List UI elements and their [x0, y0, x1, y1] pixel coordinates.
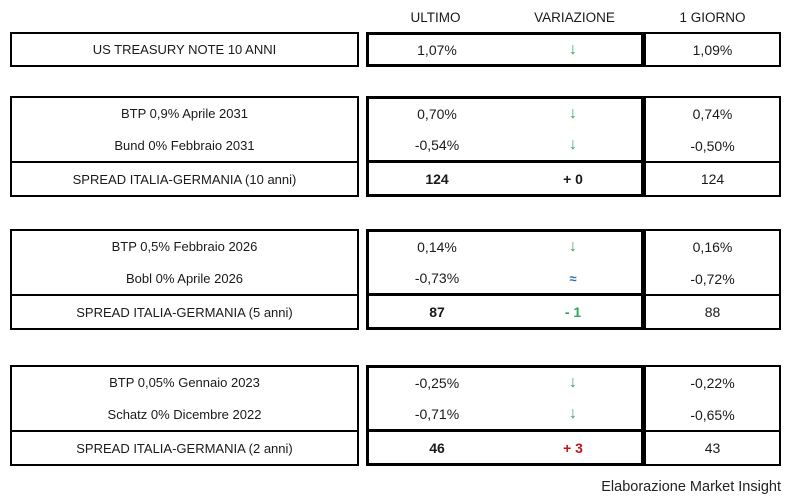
- variazione-cell: ↓: [505, 35, 641, 64]
- giorno-value: 1,09%: [692, 41, 733, 58]
- table-row: -0,73% ≈: [369, 263, 641, 294]
- ultimo-variazione-column: 1,07% ↓: [366, 32, 644, 67]
- approx-equal-icon: ≈: [569, 270, 577, 286]
- bond-label: BTP 0,9% Aprile 2031: [121, 106, 248, 122]
- spread-label: SPREAD ITALIA-GERMANIA (5 anni): [12, 294, 357, 328]
- variazione-cell: + 3: [505, 432, 641, 463]
- spread-ultimo-value: 46: [429, 439, 445, 456]
- variazione-cell: - 1: [505, 296, 641, 327]
- spread-change: + 0: [563, 170, 583, 187]
- labels-column: US TREASURY NOTE 10 ANNI: [10, 32, 359, 67]
- bond-label: Bobl 0% Aprile 2026: [125, 271, 244, 286]
- column-gap: [359, 32, 366, 67]
- table-row: 0,70% ↓: [369, 99, 641, 130]
- spread-giorno-value: 43: [646, 430, 779, 464]
- giorno-value: 0,74%: [692, 105, 733, 122]
- spread-label: SPREAD ITALIA-GERMANIA (10 anni): [12, 161, 357, 195]
- attribution-text: Elaborazione Market Insight: [601, 479, 781, 495]
- giorno-column: 0,16% -0,72% 88: [644, 229, 781, 330]
- ultimo-value: -0,71%: [414, 406, 460, 422]
- table-row: -0,71% ↓: [369, 399, 641, 430]
- down-arrow-icon: ↓: [569, 238, 577, 256]
- giorno-column: 1,09%: [644, 32, 781, 67]
- down-arrow-icon: ↓: [569, 405, 577, 422]
- btp-bobl-5y-block: BTP 0,5% Febbraio 2026 Bobl 0% Aprile 20…: [10, 229, 781, 330]
- spread-row: 124 + 0: [369, 160, 641, 194]
- spread-row: 87 - 1: [369, 293, 641, 327]
- giorno-column: 0,74% -0,50% 124: [644, 96, 781, 197]
- spread-giorno-value: 88: [646, 294, 779, 328]
- bond-label: Schatz 0% Dicembre 2022: [107, 407, 262, 422]
- giorno-value: -0,22%: [690, 374, 735, 391]
- variazione-cell: ↓: [505, 399, 641, 430]
- bond-label: US TREASURY NOTE 10 ANNI: [92, 42, 277, 57]
- header-variazione: VARIAZIONE: [534, 10, 615, 25]
- table-row: -0,54% ↓: [369, 130, 641, 161]
- bond-label: BTP 0,5% Febbraio 2026: [111, 239, 258, 255]
- ultimo-variazione-column: 0,70% ↓ -0,54% ↓ 124 + 0: [366, 96, 644, 197]
- down-arrow-icon: ↓: [569, 374, 577, 392]
- bond-label: BTP 0,05% Gennaio 2023: [109, 375, 260, 391]
- column-headers: ULTIMO VARIAZIONE 1 GIORNO: [10, 6, 781, 28]
- labels-column: BTP 0,9% Aprile 2031 Bund 0% Febbraio 20…: [10, 96, 359, 197]
- bond-label: Bund 0% Febbraio 2031: [114, 138, 255, 153]
- table-row: 1,07% ↓: [369, 35, 641, 64]
- column-gap: [359, 96, 366, 197]
- ultimo-variazione-column: -0,25% ↓ -0,71% ↓ 46 + 3: [366, 365, 644, 466]
- variazione-cell: ≈: [505, 263, 641, 294]
- spread-row: 46 + 3: [369, 429, 641, 463]
- spread-label: SPREAD ITALIA-GERMANIA (2 anni): [12, 430, 357, 464]
- us-treasury-block: US TREASURY NOTE 10 ANNI 1,07% ↓ 1,09%: [10, 32, 781, 67]
- ultimo-value: -0,25%: [414, 375, 460, 392]
- column-gap: [359, 365, 366, 466]
- ultimo-value: 1,07%: [417, 41, 457, 58]
- ultimo-value: -0,73%: [414, 270, 460, 286]
- table-row: -0,25% ↓: [369, 368, 641, 399]
- variazione-cell: + 0: [505, 163, 641, 194]
- spread-giorno-value: 124: [646, 161, 779, 195]
- giorno-value: -0,65%: [690, 406, 735, 423]
- variazione-cell: ↓: [505, 130, 641, 161]
- giorno-value: -0,72%: [690, 270, 735, 287]
- giorno-value: 0,16%: [692, 238, 733, 255]
- ultimo-value: 0,70%: [417, 106, 457, 123]
- btp-bund-10y-block: BTP 0,9% Aprile 2031 Bund 0% Febbraio 20…: [10, 96, 781, 197]
- btp-schatz-2y-block: BTP 0,05% Gennaio 2023 Schatz 0% Dicembr…: [10, 365, 781, 466]
- ultimo-variazione-column: 0,14% ↓ -0,73% ≈ 87 - 1: [366, 229, 644, 330]
- variazione-cell: ↓: [505, 368, 641, 399]
- spread-change: + 3: [563, 439, 583, 456]
- labels-column: BTP 0,5% Febbraio 2026 Bobl 0% Aprile 20…: [10, 229, 359, 330]
- ultimo-value: 0,14%: [417, 239, 457, 256]
- variazione-cell: ↓: [505, 232, 641, 263]
- header-ultimo: ULTIMO: [410, 10, 461, 25]
- labels-column: BTP 0,05% Gennaio 2023 Schatz 0% Dicembr…: [10, 365, 359, 466]
- down-arrow-icon: ↓: [569, 105, 577, 123]
- spread-ultimo-value: 124: [425, 170, 449, 187]
- table-row: 0,14% ↓: [369, 232, 641, 263]
- down-arrow-icon: ↓: [569, 40, 577, 58]
- column-gap: [359, 229, 366, 330]
- header-1-giorno: 1 GIORNO: [679, 10, 746, 25]
- ultimo-value: -0,54%: [414, 137, 460, 153]
- variazione-cell: ↓: [505, 99, 641, 130]
- spread-ultimo-value: 87: [429, 303, 445, 320]
- giorno-column: -0,22% -0,65% 43: [644, 365, 781, 466]
- down-arrow-icon: ↓: [569, 136, 577, 153]
- giorno-value: -0,50%: [690, 137, 735, 154]
- spread-change: - 1: [564, 303, 582, 320]
